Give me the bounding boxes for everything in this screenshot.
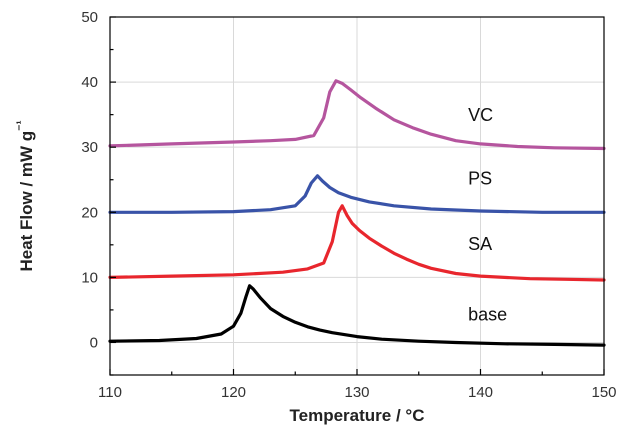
y-tick-label: 10 [81, 269, 98, 286]
y-axis-title: Heat Flow / mW g⁻¹ [14, 120, 36, 271]
series-line-ps [108, 174, 606, 214]
tick-layer [109, 16, 605, 376]
series-label-sa: SA [468, 234, 492, 254]
y-tick-label: 30 [81, 139, 98, 156]
grid-layer [110, 17, 604, 375]
series-label-base: base [468, 304, 507, 324]
series-line-base [108, 284, 606, 347]
x-tick-label: 110 [98, 384, 122, 401]
series-layer [108, 79, 606, 347]
series-label-vc: VC [468, 105, 493, 125]
y-tick-label: 50 [81, 9, 98, 26]
x-tick-label: 120 [221, 384, 246, 401]
label-layer: 110 120 130 140 150 0 10 20 30 40 50 VC PS SA base [81, 9, 616, 401]
x-tick-label: 150 [591, 384, 616, 401]
y-tick-label: 40 [81, 74, 98, 91]
x-tick-label: 130 [344, 384, 369, 401]
y-tick-label: 0 [90, 334, 98, 351]
series-line-vc [108, 79, 606, 151]
x-axis-title: Temperature / °C [290, 406, 425, 425]
series-line-sa [108, 204, 606, 282]
x-tick-label: 140 [468, 384, 493, 401]
y-tick-label: 20 [81, 204, 98, 221]
series-label-ps: PS [468, 168, 492, 188]
